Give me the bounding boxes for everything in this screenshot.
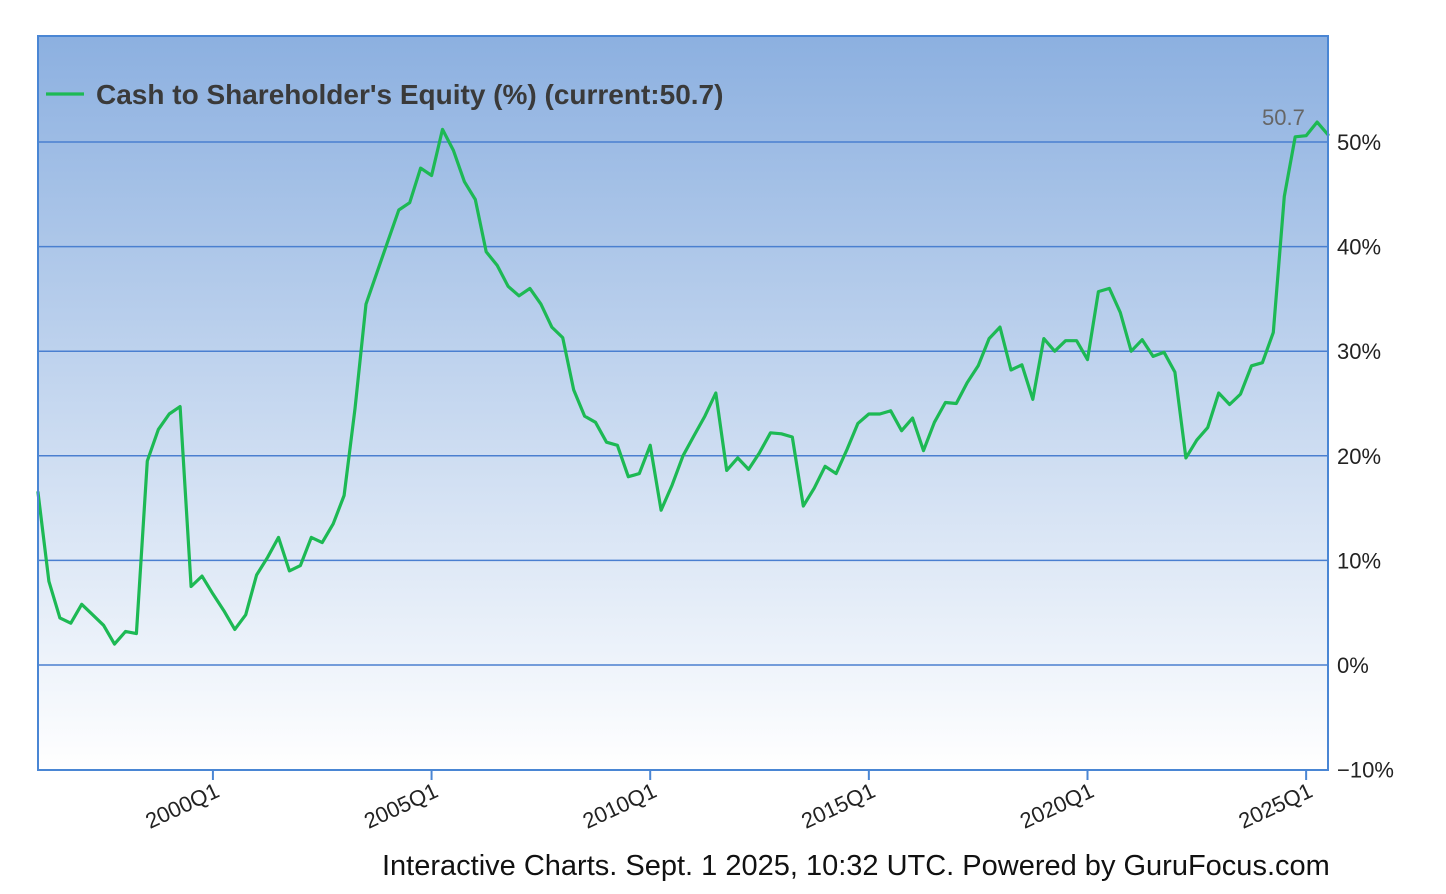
y-tick-label: 40%: [1337, 235, 1381, 260]
x-tick-label: 2025Q1: [1235, 778, 1317, 834]
x-axis: 2000Q1 2005Q1 2010Q1 2015Q1 2020Q1 2025Q1: [142, 770, 1317, 834]
x-tick-label: 2010Q1: [579, 778, 661, 834]
y-tick-label: −10%: [1337, 758, 1394, 783]
plot-area: [38, 36, 1328, 770]
y-tick-label: 30%: [1337, 339, 1381, 364]
y-tick-label: 0%: [1337, 653, 1369, 678]
legend-label: Cash to Shareholder's Equity (%) (curren…: [96, 79, 723, 110]
last-value-label: 50.7: [1262, 105, 1305, 130]
x-tick-label: 2020Q1: [1016, 778, 1098, 834]
y-axis-labels: −10% 0% 10% 20% 30% 40% 50%: [1337, 130, 1394, 783]
footer-credit[interactable]: Interactive Charts. Sept. 1 2025, 10:32 …: [382, 850, 1330, 882]
y-tick-label: 50%: [1337, 130, 1381, 155]
y-tick-label: 10%: [1337, 548, 1381, 573]
x-tick-label: 2015Q1: [797, 778, 879, 834]
y-tick-label: 20%: [1337, 444, 1381, 469]
x-tick-label: 2000Q1: [142, 778, 224, 834]
series-line[interactable]: [36, 120, 1330, 646]
x-tick-label: 2005Q1: [360, 778, 442, 834]
legend[interactable]: Cash to Shareholder's Equity (%) (curren…: [46, 79, 723, 110]
plot-border: [37, 35, 1329, 771]
